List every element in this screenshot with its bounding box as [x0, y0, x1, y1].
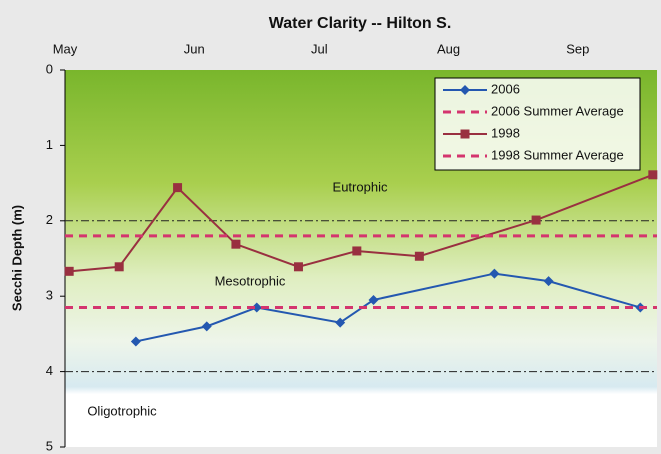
- marker: [460, 129, 470, 139]
- x-tick-label: Jun: [184, 41, 205, 56]
- marker: [531, 215, 541, 225]
- marker: [130, 336, 141, 347]
- y-axis-label: Secchi Depth (m): [9, 205, 24, 311]
- legend-label: 1998: [491, 125, 520, 140]
- marker: [460, 85, 470, 95]
- marker: [201, 321, 212, 332]
- marker: [293, 262, 303, 272]
- zone-label: Mesotrophic: [215, 273, 286, 288]
- series-line: [135, 272, 641, 343]
- x-tick-label: Jul: [311, 41, 328, 56]
- x-tick-label: Sep: [566, 41, 589, 56]
- legend-label: 2006: [491, 81, 520, 96]
- x-tick-label: May: [53, 41, 78, 56]
- legend-label: 2006 Summer Average: [491, 103, 624, 118]
- y-tick-label: 4: [46, 363, 53, 378]
- x-tick-label: Aug: [437, 41, 460, 56]
- legend-label: 1998 Summer Average: [491, 147, 624, 162]
- marker: [114, 262, 124, 272]
- marker: [414, 251, 424, 261]
- marker: [489, 268, 500, 279]
- marker: [368, 294, 379, 305]
- marker: [648, 170, 658, 180]
- marker: [64, 266, 74, 276]
- y-tick-label: 3: [46, 288, 53, 303]
- zone-label: Eutrophic: [333, 179, 388, 194]
- marker: [251, 302, 262, 313]
- marker: [352, 246, 362, 256]
- chart-title: Water Clarity -- Hilton S.: [269, 15, 452, 32]
- y-tick-label: 1: [46, 137, 53, 152]
- y-tick-label: 5: [46, 438, 53, 453]
- marker: [543, 276, 554, 287]
- legend-box: [434, 77, 641, 171]
- y-tick-label: 0: [46, 61, 53, 76]
- marker: [335, 317, 346, 328]
- marker: [173, 183, 183, 193]
- zone-label: Oligotrophic: [87, 403, 157, 418]
- marker: [231, 239, 241, 249]
- y-tick-label: 2: [46, 212, 53, 227]
